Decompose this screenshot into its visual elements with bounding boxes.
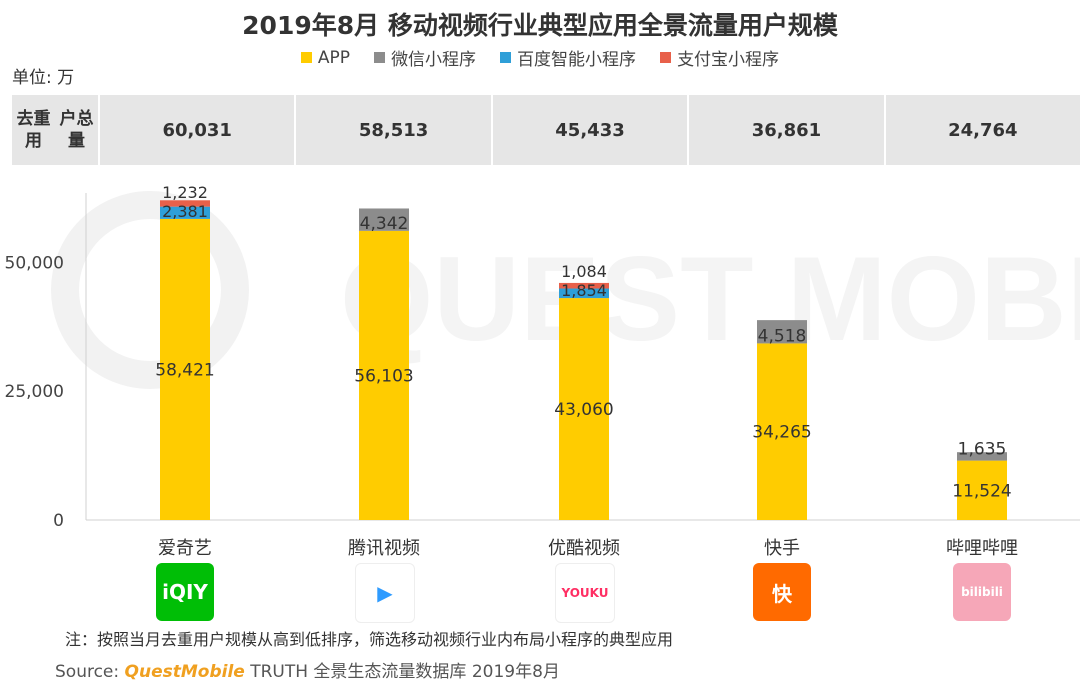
data-label: 1,232 [162, 183, 208, 202]
data-label: 11,524 [952, 481, 1011, 501]
bar-segment [160, 218, 210, 520]
legend-label: 支付宝小程序 [677, 50, 780, 70]
source-line: Source: QuestMobile TRUTH 全景生态流量数据库 2019… [55, 657, 560, 682]
legend: APP 微信小程序 百度智能小程序 支付宝小程序 [0, 45, 1080, 70]
footnote: 注：按照当月去重用户规模从高到低排序，筛选移动视频行业内布局小程序的典型应用 [65, 630, 674, 649]
data-label: 4,342 [360, 214, 409, 234]
kuaishou-logo-icon: 快 [753, 563, 811, 621]
data-label: 1,635 [958, 440, 1007, 460]
total-users-header: 去重用 户总量 [12, 95, 98, 165]
bar-segment [957, 452, 1007, 461]
bilibili-logo-icon: bilibili [953, 563, 1011, 621]
total-users-cell: 24,764 [885, 95, 1080, 165]
legend-item: APP [300, 45, 351, 70]
bar-segment [757, 320, 807, 344]
legend-swatch [300, 52, 312, 63]
y-tick-label: 0 [53, 511, 64, 531]
total-users-row: 去重用 户总量 60,031 58,513 45,433 36,861 24,7… [12, 95, 1080, 165]
source-suffix: TRUTH 全景生态流量数据库 2019年8月 [250, 662, 560, 682]
total-users-cell: 60,031 [100, 95, 295, 165]
y-tick-label: 25,000 [5, 382, 64, 402]
youku-logo-icon: YOUKU [555, 563, 615, 623]
legend-label: APP [317, 47, 351, 68]
data-label: 58,421 [155, 360, 214, 380]
total-users-header-line1: 去重用 [16, 109, 51, 151]
data-label: 43,060 [554, 400, 613, 420]
chart-title: 2019年8月 移动视频行业典型应用全景流量用户规模 [242, 11, 838, 40]
data-label: 2,381 [162, 202, 208, 221]
total-users-cell: 45,433 [492, 95, 688, 165]
bar-segment [160, 200, 210, 207]
legend-item: 支付宝小程序 [660, 45, 779, 70]
legend-label: 百度智能小程序 [517, 50, 637, 70]
source-brand: QuestMobile [124, 662, 245, 682]
legend-item: 百度智能小程序 [500, 45, 636, 70]
legend-item: 微信小程序 [374, 45, 476, 70]
legend-swatch [374, 52, 386, 63]
legend-swatch [660, 52, 672, 63]
data-label: 4,518 [758, 326, 807, 346]
category-label: 快手 [764, 538, 800, 559]
y-tick-label: 50,000 [5, 253, 64, 273]
data-label: 34,265 [752, 423, 811, 443]
legend-label: 微信小程序 [391, 50, 477, 70]
data-label: 1,084 [561, 262, 607, 281]
bar-segment [359, 230, 409, 520]
bar-segment [757, 343, 807, 520]
bar-segment [559, 288, 609, 299]
tencent-video-logo-icon: ▶ [355, 563, 415, 623]
category-label: 优酷视频 [548, 538, 620, 559]
bar-segment [957, 460, 1007, 520]
total-users-cell: 58,513 [296, 95, 491, 165]
category-label: 爱奇艺 [158, 538, 212, 559]
source-prefix: Source: [55, 662, 120, 682]
unit-label: 单位: 万 [12, 68, 75, 88]
total-users-header-line2: 户总量 [59, 109, 94, 151]
iqiyi-logo-icon: iQIY [156, 563, 214, 621]
category-label: 腾讯视频 [348, 538, 420, 559]
bar-segment [160, 206, 210, 219]
bar-segment [559, 282, 609, 289]
bar-segment [559, 298, 609, 520]
total-users-cell: 36,861 [689, 95, 884, 165]
data-label: 56,103 [354, 366, 413, 386]
category-label: 哔哩哔哩 [946, 538, 1018, 559]
legend-swatch [500, 52, 512, 63]
data-label: 1,854 [561, 281, 607, 300]
bar-segment [359, 208, 409, 231]
